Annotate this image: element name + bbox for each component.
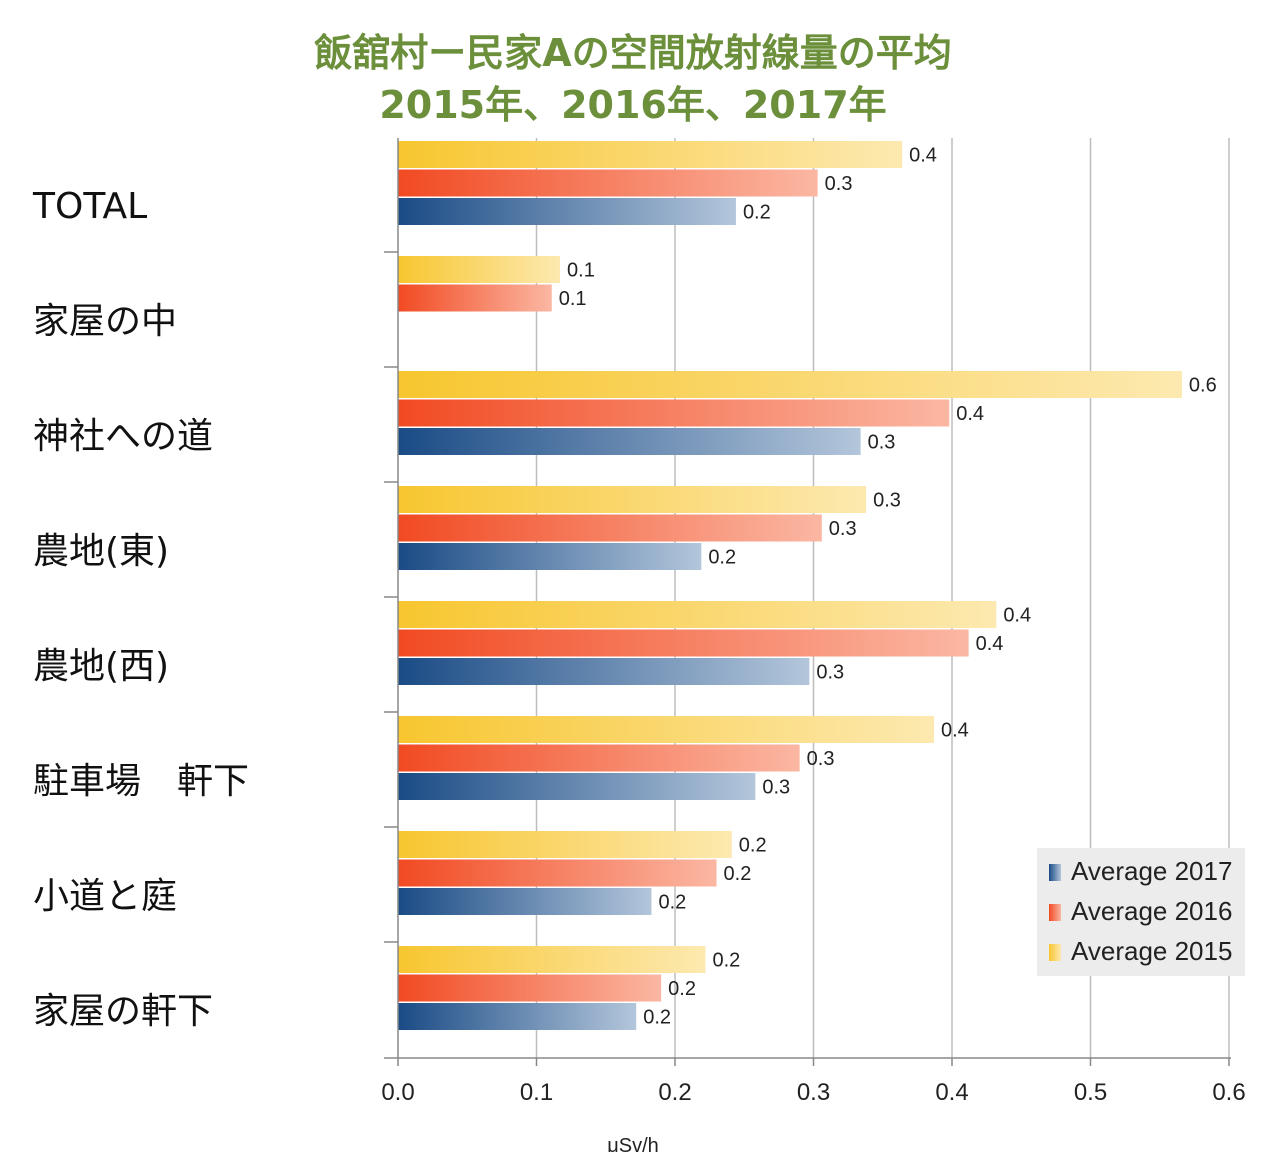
x-tick-label: 0.5 [1074, 1079, 1107, 1106]
bar-average-2015 [398, 831, 732, 858]
bar-average-2015 [398, 716, 934, 743]
data-label: 0.2 [739, 835, 767, 857]
bar-average-2016 [398, 744, 800, 772]
bar-average-2015 [398, 371, 1182, 398]
bar-average-2016 [398, 514, 822, 542]
x-tick-label: 0.0 [381, 1079, 414, 1106]
category-label: TOTAL [32, 186, 147, 227]
legend-swatch-average-2016 [1049, 904, 1061, 921]
category-label: 家屋の軒下 [33, 991, 213, 1032]
category-label: 小道と庭 [33, 876, 177, 917]
bar-average-2017 [398, 888, 652, 915]
bar-average-2015 [398, 141, 903, 168]
bar-average-2015 [398, 601, 997, 628]
data-label: 0.1 [567, 260, 595, 282]
bar-average-2017 [398, 428, 861, 455]
bar-average-2015 [398, 486, 867, 513]
legend-swatch-average-2017 [1049, 864, 1061, 881]
x-tick-label: 0.2 [658, 1079, 691, 1106]
data-label: 0.2 [712, 950, 740, 972]
data-label: 0.2 [708, 547, 736, 569]
data-label: 0.4 [956, 403, 984, 425]
data-label: 0.3 [762, 777, 790, 799]
data-label: 0.4 [976, 633, 1004, 655]
legend-label: Average 2017 [1071, 856, 1232, 886]
bar-average-2016 [398, 974, 662, 1002]
x-tick-label: 0.1 [520, 1079, 553, 1106]
category-label: 駐車場 軒下 [33, 761, 249, 802]
data-label: 0.2 [668, 978, 696, 1000]
bar-average-2016 [398, 629, 969, 657]
bar-average-2017 [398, 658, 810, 685]
data-label: 0.4 [941, 720, 969, 742]
bar-average-2015 [398, 946, 706, 973]
bar-average-2017 [398, 773, 756, 800]
x-tick-label: 0.6 [1212, 1079, 1245, 1106]
axes: 0.0 0.1 0.2 0.3 0.4 0.5 0.6 μSv/h TOTAL 家屋の中神社への道… [32, 138, 1246, 1152]
chart-title: 飯舘村ー民家Aの空間放射線量の平均 [314, 31, 952, 75]
bar-average-2016 [398, 169, 818, 197]
x-tick-label: 0.4 [935, 1079, 968, 1106]
chart-subtitle: 2015年、2016年、2017年 [379, 83, 887, 127]
x-tick-label: 0.3 [797, 1079, 830, 1106]
bar-average-2017 [398, 198, 736, 225]
bar-average-2015 [398, 256, 561, 283]
category-label: 農地(東) [33, 531, 169, 572]
data-label: 0.2 [643, 1007, 671, 1029]
category-label: 神社への道 [33, 416, 213, 457]
data-label: 0.4 [1003, 605, 1031, 627]
bar-average-2017 [398, 543, 702, 570]
legend-box [1037, 848, 1245, 976]
data-label: 0.3 [825, 173, 853, 195]
data-label: 0.2 [743, 202, 771, 224]
category-label: 農地(西) [33, 646, 169, 687]
bars [398, 141, 1182, 1030]
legend-label: Average 2015 [1071, 936, 1232, 966]
data-label: 0.3 [868, 432, 896, 454]
category-label: 家屋の中 [33, 301, 177, 342]
data-label: 0.6 [1189, 375, 1217, 397]
data-label: 0.2 [658, 892, 686, 914]
bar-average-2016 [398, 399, 950, 427]
data-label: 0.4 [909, 145, 937, 167]
data-label: 0.3 [816, 662, 844, 684]
data-label: 0.2 [724, 863, 752, 885]
legend: Average 2017 Average 2016 Average 2015 [1037, 848, 1245, 976]
legend-label: Average 2016 [1071, 896, 1232, 926]
data-label: 0.3 [829, 518, 857, 540]
data-label: 0.3 [807, 748, 835, 770]
legend-swatch-average-2015 [1049, 944, 1061, 961]
data-label: 0.3 [873, 490, 901, 512]
bar-average-2016 [398, 284, 552, 312]
x-axis-label: μSv/h [607, 1135, 659, 1152]
data-labels: 0.4 0.3 0.2 0.1 0.1 0.6 0.4 0.3 0.3 0.3 0.2 0.4 0.4 0… [559, 145, 1217, 1029]
data-label: 0.1 [559, 288, 587, 310]
bar-average-2017 [398, 1003, 637, 1030]
bar-average-2016 [398, 859, 717, 887]
